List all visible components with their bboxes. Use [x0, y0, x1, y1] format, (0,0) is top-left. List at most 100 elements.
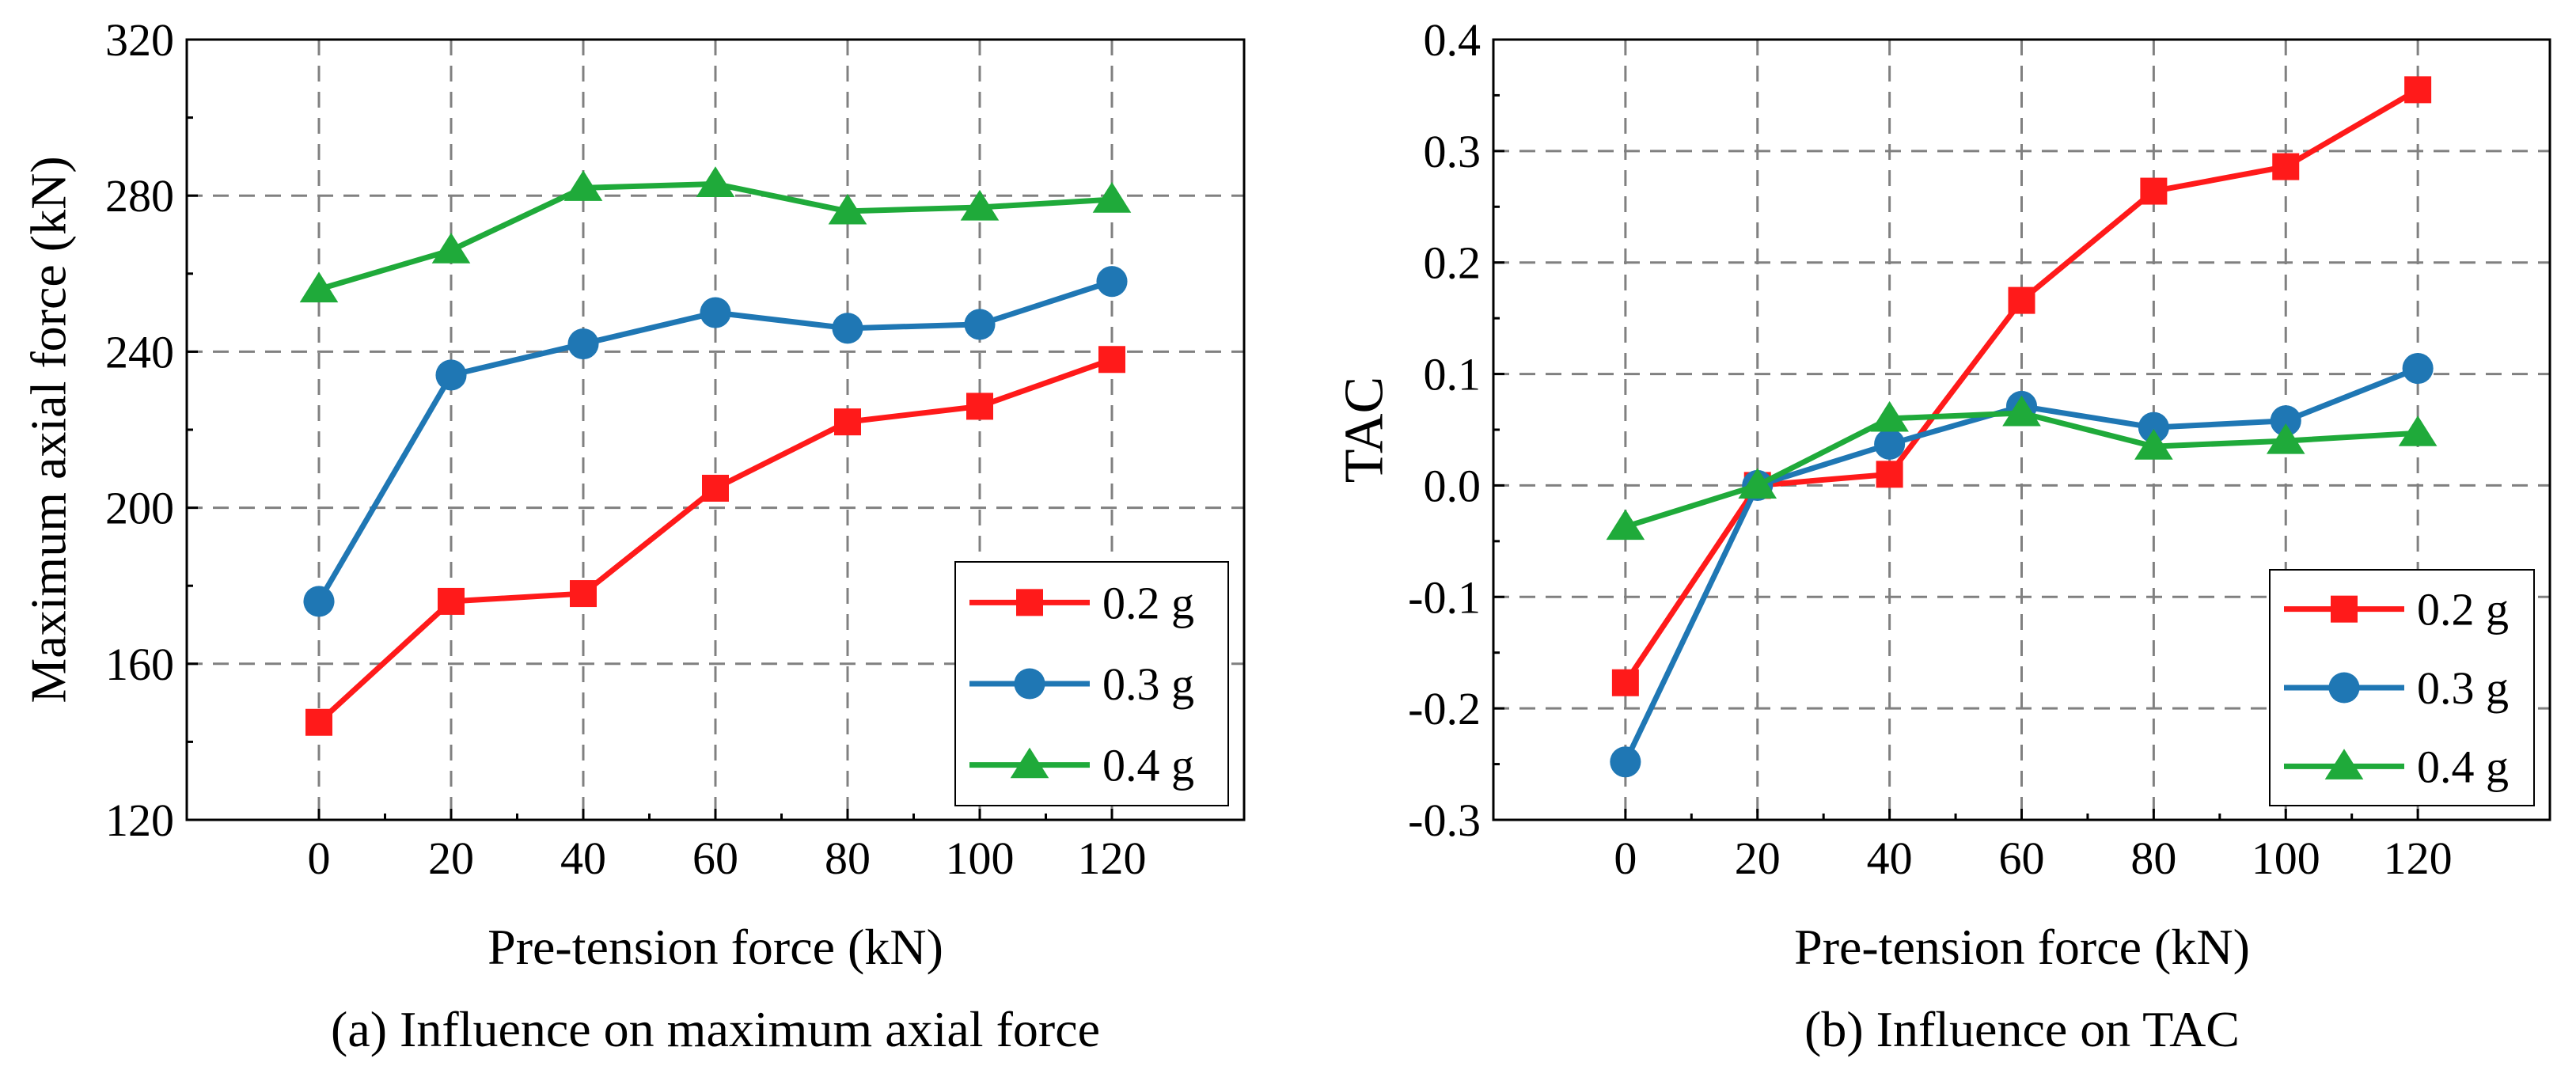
- y-tick-label: 0.3: [1424, 126, 1481, 177]
- x-tick-label: 100: [946, 833, 1015, 884]
- data-point: [1610, 746, 1641, 778]
- data-point: [966, 393, 993, 420]
- x-axis: 0 20 40 60 80 100 120: [1614, 809, 2453, 884]
- x-tick-label: 80: [825, 833, 871, 884]
- y-axis: -0.3 -0.2 -0.1 0.0 0.1 0.2 0.3 0.4: [1408, 14, 1504, 846]
- data-point: [2272, 153, 2300, 180]
- data-point: [438, 587, 465, 615]
- data-point: [1611, 669, 1639, 696]
- data-point: [1096, 266, 1128, 298]
- series-0-4g: [299, 166, 1132, 303]
- y-tick-label: 0.0: [1424, 460, 1481, 511]
- data-point: [964, 309, 996, 340]
- x-tick-label: 40: [1867, 833, 1913, 884]
- x-tick-label: 80: [2130, 833, 2176, 884]
- x-tick-label: 120: [1078, 833, 1147, 884]
- legend-label: 0.4 g: [1102, 740, 1194, 791]
- legend-marker-icon: [2331, 595, 2358, 623]
- data-point: [2138, 412, 2169, 443]
- series-0-2g: [305, 346, 1125, 736]
- y-tick-label: 160: [105, 639, 174, 690]
- data-point: [700, 297, 731, 328]
- x-tick-label: 20: [1735, 833, 1781, 884]
- data-point: [2134, 429, 2173, 460]
- chart-maximum-axial-force: 0 20 40 60 80 100 120 120 160 200 240 280 320 Pre-ten…: [20, 14, 1246, 1057]
- data-point: [1874, 428, 1906, 460]
- data-point: [2140, 177, 2168, 205]
- data-point: [834, 408, 861, 436]
- y-axis-label: TAC: [1334, 377, 1395, 483]
- legend-marker-icon: [2324, 749, 2364, 779]
- legend-label: 0.3 g: [2417, 662, 2509, 714]
- grid: [1493, 40, 2550, 820]
- data-point: [1876, 461, 1903, 488]
- data-point: [431, 233, 471, 264]
- x-tick-label: 40: [560, 833, 606, 884]
- x-tick-label: 120: [2384, 833, 2453, 884]
- x-tick-label: 20: [428, 833, 474, 884]
- data-point: [563, 170, 603, 201]
- y-axis-label: Maximum axial force (kN): [20, 156, 76, 703]
- legend-marker-icon: [1014, 668, 1045, 700]
- x-tick-label: 60: [692, 833, 738, 884]
- x-axis: 0 20 40 60 80 100 120: [308, 809, 1147, 884]
- y-tick-label: 280: [105, 170, 174, 222]
- data-point: [1092, 182, 1132, 213]
- data-point: [303, 586, 335, 617]
- y-tick-label: -0.1: [1408, 571, 1481, 623]
- data-point: [2266, 423, 2305, 454]
- y-tick-label: -0.2: [1408, 683, 1481, 734]
- y-tick-label: 0.1: [1424, 349, 1481, 400]
- x-axis-label: Pre-tension force (kN): [488, 919, 943, 975]
- data-point: [2008, 286, 2035, 314]
- data-point: [2404, 76, 2432, 104]
- data-point: [435, 359, 467, 391]
- y-tick-label: 200: [105, 483, 174, 534]
- x-tick-label: 0: [1614, 833, 1637, 884]
- x-tick-label: 0: [308, 833, 331, 884]
- legend-label: 0.2 g: [1102, 577, 1194, 628]
- data-point: [832, 313, 863, 344]
- x-tick-label: 60: [1999, 833, 2045, 884]
- data-point: [567, 328, 599, 360]
- legend-marker-icon: [1016, 589, 1043, 616]
- data-point: [828, 193, 867, 225]
- data-point: [570, 580, 597, 608]
- x-axis-label: Pre-tension force (kN): [1794, 919, 2250, 975]
- chart-caption: (b) Influence on TAC: [1804, 1001, 2240, 1057]
- data-point: [2398, 415, 2438, 446]
- y-tick-label: 0.4: [1424, 14, 1481, 66]
- legend-marker-icon: [2328, 672, 2360, 704]
- data-point: [305, 708, 332, 736]
- y-tick-label: 120: [105, 795, 174, 846]
- legend-label: 0.3 g: [1102, 658, 1194, 710]
- series-0-4g: [1606, 395, 2438, 540]
- data-point: [299, 271, 339, 303]
- chart-caption: (a) Influence on maximum axial force: [331, 1001, 1100, 1057]
- y-axis: 120 160 200 240 280 320: [105, 14, 198, 846]
- legend: 0.2 g 0.3 g 0.4 g: [954, 561, 1229, 806]
- data-point: [1870, 400, 1909, 432]
- legend-label: 0.4 g: [2417, 741, 2509, 792]
- y-tick-label: 0.2: [1424, 237, 1481, 289]
- y-tick-label: 320: [105, 14, 174, 66]
- series-0-3g: [303, 266, 1128, 617]
- y-tick-label: -0.3: [1408, 795, 1481, 846]
- data-point: [696, 166, 735, 197]
- data-point: [2270, 405, 2301, 437]
- data-point: [702, 474, 729, 502]
- data-point: [2002, 395, 2041, 427]
- data-point: [1606, 509, 1645, 540]
- data-point: [960, 189, 1000, 221]
- y-tick-label: 240: [105, 326, 174, 377]
- data-point: [1738, 468, 1777, 499]
- legend: 0.2 g 0.3 g 0.4 g: [2269, 569, 2535, 806]
- legend-marker-icon: [1010, 747, 1049, 779]
- data-point: [1098, 346, 1125, 374]
- chart-tac: 0 20 40 60 80 100 120 -0.3 -0.2 -0.1 0.0 0.1 0.2 0.3 0…: [1334, 14, 2551, 1057]
- legend-label: 0.2 g: [2417, 584, 2509, 635]
- x-tick-label: 100: [2252, 833, 2320, 884]
- data-point: [2402, 352, 2434, 385]
